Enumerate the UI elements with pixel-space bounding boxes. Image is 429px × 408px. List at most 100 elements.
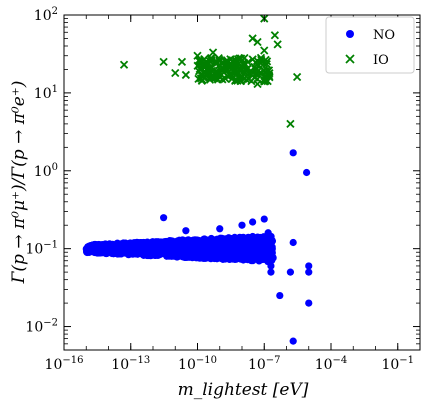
no-point bbox=[186, 242, 194, 250]
io-point bbox=[254, 61, 263, 71]
no-point bbox=[228, 239, 236, 247]
io-point bbox=[193, 51, 202, 60]
no-point bbox=[234, 245, 242, 253]
no-point bbox=[210, 236, 218, 244]
y-tick-label-exp: 1 bbox=[52, 84, 58, 95]
x-tick-label-exp: −7 bbox=[266, 355, 281, 366]
y-tick-label: 102 bbox=[34, 6, 58, 24]
x-tick-label-base: 10 bbox=[315, 357, 333, 373]
io-point bbox=[259, 59, 269, 69]
no-point bbox=[171, 245, 179, 253]
io-point bbox=[247, 70, 256, 79]
x-axis: 10−16 10−13 10−10 10−7 10−4 10−1 bbox=[45, 15, 421, 373]
no-point bbox=[137, 243, 145, 251]
io-point bbox=[260, 46, 269, 55]
no-point bbox=[160, 214, 168, 222]
no-point bbox=[216, 241, 224, 250]
x-tick-label: 10−16 bbox=[45, 355, 84, 373]
io-point bbox=[177, 57, 187, 67]
no-point bbox=[145, 246, 153, 254]
io-point bbox=[262, 65, 271, 75]
no-point bbox=[289, 238, 297, 247]
no-point bbox=[305, 262, 313, 270]
io-point bbox=[273, 40, 282, 49]
x-tick-label: 10−7 bbox=[248, 355, 281, 373]
io-point bbox=[223, 71, 232, 81]
x-tick-label-base: 10 bbox=[111, 357, 129, 373]
io-point bbox=[181, 70, 191, 80]
no-point bbox=[249, 218, 257, 226]
legend-marker-io bbox=[345, 54, 355, 64]
io-point bbox=[205, 75, 215, 84]
y-axis-label-text: Γ(p → π⁰μ⁺)/Γ(p → π⁰e⁺) bbox=[9, 81, 29, 285]
no-point bbox=[305, 268, 313, 276]
no-point bbox=[267, 262, 275, 270]
x-tick-label-exp: −4 bbox=[333, 355, 348, 366]
no-point bbox=[83, 245, 92, 253]
io-point bbox=[193, 61, 202, 70]
no-point bbox=[238, 236, 246, 244]
no-point bbox=[104, 245, 113, 253]
no-point bbox=[254, 248, 262, 256]
no-point bbox=[210, 244, 218, 252]
no-point bbox=[289, 149, 297, 157]
io-point bbox=[236, 54, 246, 63]
no-point bbox=[149, 241, 157, 250]
x-tick-label-base: 10 bbox=[248, 357, 266, 373]
io-point bbox=[286, 119, 295, 129]
no-point bbox=[202, 254, 211, 262]
y-tick-label-base: 10 bbox=[25, 320, 43, 336]
x-tick-label-base: 10 bbox=[381, 357, 399, 373]
x-tick-label: 10−1 bbox=[381, 355, 414, 373]
io-point bbox=[227, 74, 237, 84]
io-point bbox=[119, 60, 129, 69]
y-axis-label: Γ(p → π⁰μ⁺)/Γ(p → π⁰e⁺) bbox=[9, 81, 29, 285]
y-tick-label-exp: 0 bbox=[52, 162, 58, 173]
io-point bbox=[222, 57, 231, 67]
no-point bbox=[162, 237, 170, 246]
x-tick-label-exp: −16 bbox=[62, 355, 83, 366]
io-point bbox=[203, 65, 213, 74]
io-point bbox=[253, 79, 262, 89]
io-point bbox=[195, 57, 204, 66]
io-point bbox=[243, 64, 252, 73]
io-point bbox=[292, 72, 302, 82]
no-point bbox=[190, 250, 198, 259]
io-point bbox=[208, 48, 218, 57]
y-tick-label: 10−1 bbox=[25, 240, 58, 258]
io-point bbox=[237, 72, 247, 82]
x-tick-label-exp: −13 bbox=[129, 355, 150, 366]
no-point bbox=[269, 254, 277, 262]
io-point bbox=[171, 68, 180, 78]
y-tick-label-base: 10 bbox=[34, 86, 52, 102]
no-point bbox=[196, 249, 205, 257]
no-point bbox=[93, 245, 101, 253]
no-point bbox=[238, 221, 246, 229]
no-point bbox=[182, 227, 190, 235]
no-point bbox=[276, 291, 284, 300]
data-marks bbox=[82, 14, 313, 345]
io-point bbox=[199, 74, 209, 83]
no-point bbox=[241, 241, 249, 250]
y-tick-label-exp: −2 bbox=[43, 318, 58, 329]
io-point bbox=[230, 56, 240, 65]
no-point bbox=[305, 299, 313, 307]
no-point bbox=[157, 243, 165, 251]
y-tick-label: 100 bbox=[34, 162, 58, 180]
y-tick-label: 10−2 bbox=[25, 318, 58, 336]
y-tick-label: 101 bbox=[34, 84, 58, 102]
io-point bbox=[256, 53, 266, 63]
no-point bbox=[127, 245, 135, 253]
no-point bbox=[115, 241, 123, 250]
legend-label-no: NO bbox=[373, 28, 395, 43]
legend: NO IO bbox=[325, 16, 415, 74]
no-point bbox=[261, 255, 269, 263]
no-point bbox=[286, 268, 295, 276]
x-tick-label: 10−10 bbox=[178, 355, 217, 373]
y-tick-label-base: 10 bbox=[34, 8, 52, 24]
no-point bbox=[239, 250, 247, 258]
io-point bbox=[248, 34, 257, 43]
x-tick-label-base: 10 bbox=[178, 357, 196, 373]
no-point bbox=[264, 229, 272, 237]
